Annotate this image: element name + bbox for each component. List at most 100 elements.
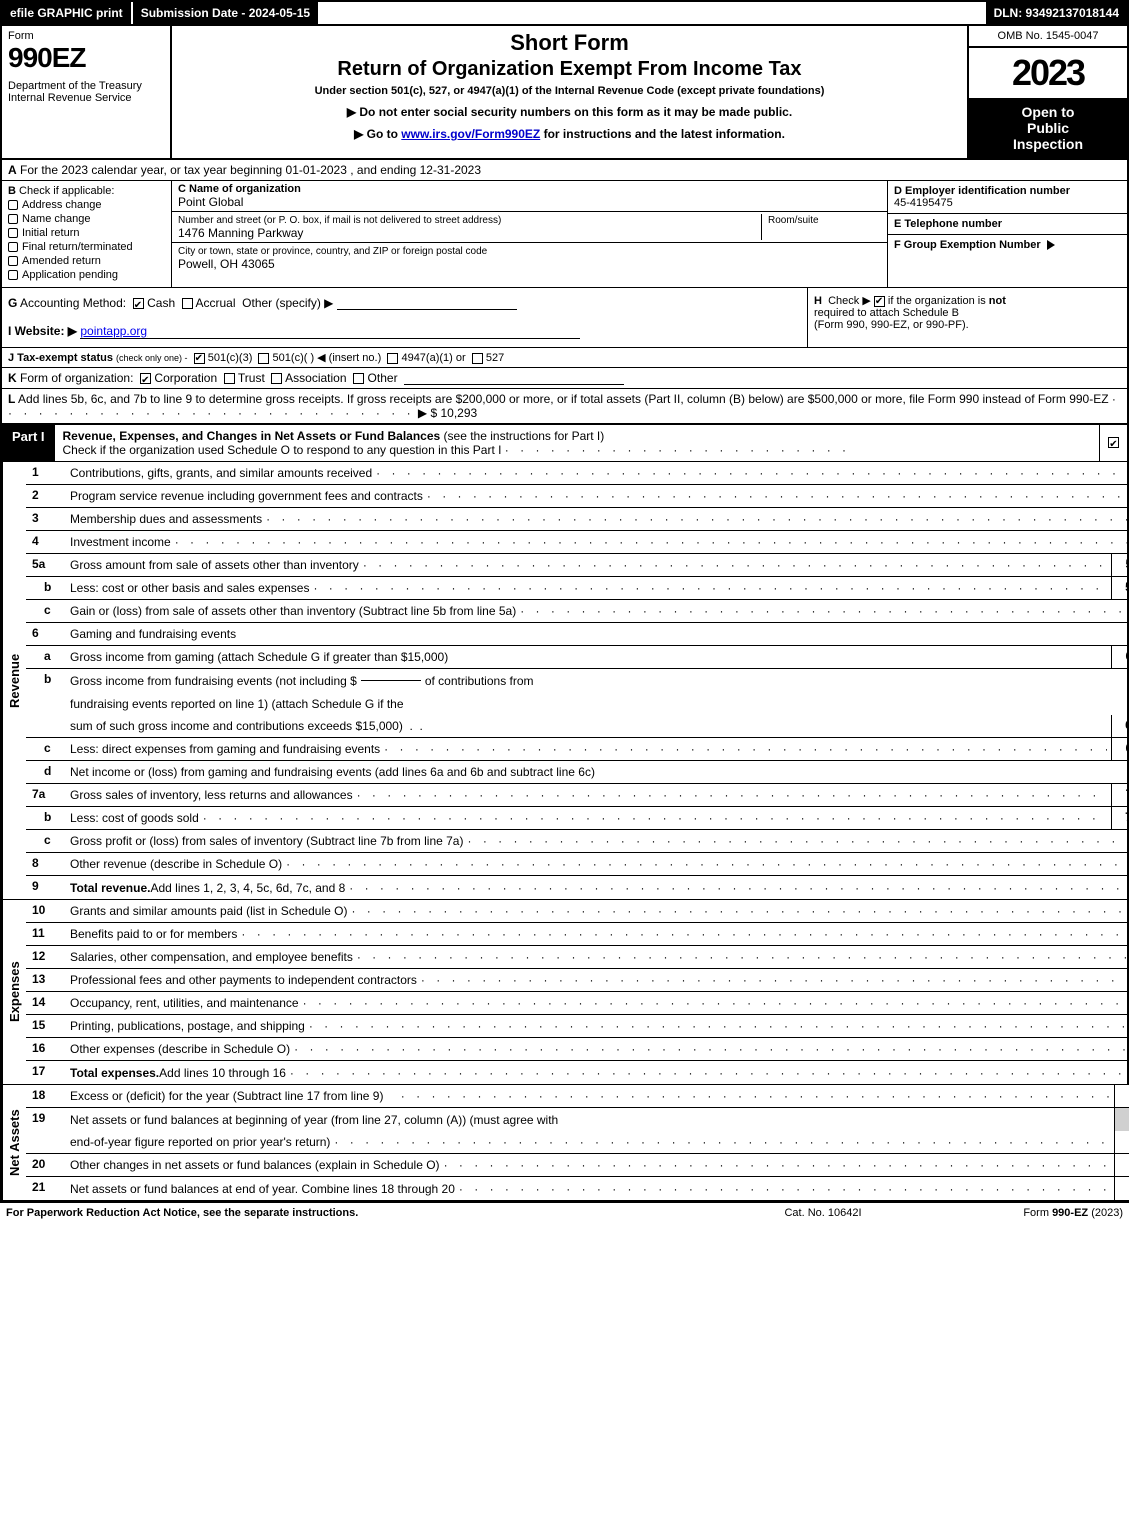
- line-desc: Other expenses (describe in Schedule O): [66, 1038, 1129, 1060]
- line-desc: Salaries, other compensation, and employ…: [66, 946, 1129, 968]
- chk-schedule-b[interactable]: [874, 296, 885, 307]
- inner-num: 7a: [1111, 784, 1129, 806]
- line-num: b: [26, 577, 66, 599]
- g-text: Accounting Method:: [20, 296, 126, 310]
- part1-title-block: Revenue, Expenses, and Changes in Net As…: [55, 425, 1099, 461]
- chk-association[interactable]: [271, 373, 282, 384]
- line-text: Net income or (loss) from gaming and fun…: [70, 765, 595, 779]
- line-text: sum of such gross income and contributio…: [70, 719, 403, 733]
- chk-label: Name change: [22, 213, 91, 225]
- submission-date-button[interactable]: Submission Date - 2024-05-15: [133, 2, 320, 24]
- accrual-label: Accrual: [195, 296, 235, 310]
- chk-address-change[interactable]: Address change: [8, 199, 165, 211]
- dots: [401, 1089, 1110, 1103]
- line-text: Less: direct expenses from gaming and fu…: [70, 742, 380, 756]
- row-gh: G Accounting Method: Cash Accrual Other …: [2, 288, 1127, 348]
- line-text: Excess or (deficit) for the year (Subtra…: [70, 1089, 383, 1103]
- line-7c: c Gross profit or (loss) from sales of i…: [26, 830, 1129, 853]
- org-name-value: Point Global: [178, 195, 243, 209]
- right-num: 21: [1114, 1177, 1129, 1200]
- line-text: Professional fees and other payments to …: [70, 973, 417, 987]
- header-center: Short Form Return of Organization Exempt…: [172, 26, 967, 158]
- chk-label: Final return/terminated: [22, 241, 133, 253]
- line-desc: Grants and similar amounts paid (list in…: [66, 900, 1129, 922]
- line-num: a: [26, 646, 66, 668]
- line-4: 4 Investment income 4 10: [26, 531, 1129, 554]
- line-text: Other changes in net assets or fund bala…: [70, 1158, 440, 1172]
- group-exempt-row: F Group Exemption Number: [888, 235, 1127, 287]
- chk-schedule-o[interactable]: [1108, 437, 1119, 448]
- dots: [309, 1019, 1129, 1033]
- website-link[interactable]: pointapp.org: [80, 324, 147, 338]
- line-text: Gross sales of inventory, less returns a…: [70, 788, 353, 802]
- group-label: F Group Exemption Number: [894, 239, 1041, 251]
- chk-trust[interactable]: [224, 373, 235, 384]
- line-desc: Excess or (deficit) for the year (Subtra…: [66, 1085, 1114, 1107]
- line-text: Gross income from fundraising events (no…: [70, 674, 357, 688]
- dots: [286, 857, 1129, 871]
- line-num: 14: [26, 992, 66, 1014]
- right-num: 19: [1114, 1131, 1129, 1153]
- dots: [351, 904, 1129, 918]
- irs-link[interactable]: www.irs.gov/Form990EZ: [401, 127, 540, 141]
- chk-4947[interactable]: [387, 353, 398, 364]
- chk-name-change[interactable]: Name change: [8, 213, 165, 225]
- line-desc: Total revenue. Add lines 1, 2, 3, 4, 5c,…: [66, 876, 1129, 899]
- line-text: Gross profit or (loss) from sales of inv…: [70, 834, 463, 848]
- efile-print-button[interactable]: efile GRAPHIC print: [2, 2, 133, 24]
- dots: [241, 927, 1129, 941]
- chk-application-pending[interactable]: Application pending: [8, 269, 165, 281]
- chk-other-org[interactable]: [353, 373, 364, 384]
- line-desc: Membership dues and assessments: [66, 508, 1129, 530]
- dots: [334, 1135, 1109, 1149]
- footer-right: Form 990-EZ (2023): [923, 1207, 1123, 1219]
- line-desc: sum of such gross income and contributio…: [66, 715, 1111, 737]
- line-11: 11 Benefits paid to or for members 11: [26, 923, 1129, 946]
- l-label: L: [8, 392, 15, 406]
- line-9: 9 Total revenue. Add lines 1, 2, 3, 4, 5…: [26, 876, 1129, 899]
- row-k: K Form of organization: Corporation Trus…: [2, 368, 1127, 389]
- line-num: 11: [26, 923, 66, 945]
- line-10: 10 Grants and similar amounts paid (list…: [26, 900, 1129, 923]
- short-form-title: Short Form: [178, 30, 961, 56]
- column-de: D Employer identification number 45-4195…: [887, 181, 1127, 287]
- h-not: not: [989, 295, 1006, 307]
- netassets-section: Net Assets 18 Excess or (deficit) for th…: [2, 1085, 1127, 1201]
- line-num: 12: [26, 946, 66, 968]
- col-b-label: B: [8, 185, 16, 197]
- line-num: 13: [26, 969, 66, 991]
- department-label: Department of the Treasury Internal Reve…: [8, 80, 164, 104]
- line-3: 3 Membership dues and assessments 3: [26, 508, 1129, 531]
- line-13: 13 Professional fees and other payments …: [26, 969, 1129, 992]
- k-opt-other: Other: [368, 371, 398, 385]
- line-num: b: [26, 807, 66, 829]
- line-19-2: end-of-year figure reported on prior yea…: [26, 1131, 1129, 1154]
- chk-501c3[interactable]: [194, 353, 205, 364]
- chk-accrual[interactable]: [182, 298, 193, 309]
- line-6a: a Gross income from gaming (attach Sched…: [26, 646, 1129, 669]
- part1-header: Part I Revenue, Expenses, and Changes in…: [2, 425, 1127, 462]
- line-20: 20 Other changes in net assets or fund b…: [26, 1154, 1129, 1177]
- chk-501c[interactable]: [258, 353, 269, 364]
- chk-initial-return[interactable]: Initial return: [8, 227, 165, 239]
- line-desc: Gaming and fundraising events: [66, 623, 1129, 645]
- line-text: Other revenue (describe in Schedule O): [70, 857, 282, 871]
- line-num: 17: [26, 1061, 66, 1084]
- chk-corporation[interactable]: [140, 373, 151, 384]
- chk-amended-return[interactable]: Amended return: [8, 255, 165, 267]
- city-row: City or town, state or province, country…: [172, 243, 887, 273]
- row-a-text: For the 2023 calendar year, or tax year …: [20, 163, 481, 177]
- phone-row: E Telephone number: [888, 214, 1127, 235]
- line-num: 2: [26, 485, 66, 507]
- dots: [357, 788, 1108, 802]
- chk-final-return[interactable]: Final return/terminated: [8, 241, 165, 253]
- right-num-shade: [1114, 1108, 1129, 1131]
- line-num: 1: [26, 462, 66, 484]
- line-desc: end-of-year figure reported on prior yea…: [66, 1131, 1114, 1153]
- l-text: Add lines 5b, 6c, and 7b to line 9 to de…: [18, 392, 1109, 406]
- line-num: 16: [26, 1038, 66, 1060]
- chk-cash[interactable]: [133, 298, 144, 309]
- chk-527[interactable]: [472, 353, 483, 364]
- line-text: Net assets or fund balances at beginning…: [70, 1113, 558, 1127]
- line-12: 12 Salaries, other compensation, and emp…: [26, 946, 1129, 969]
